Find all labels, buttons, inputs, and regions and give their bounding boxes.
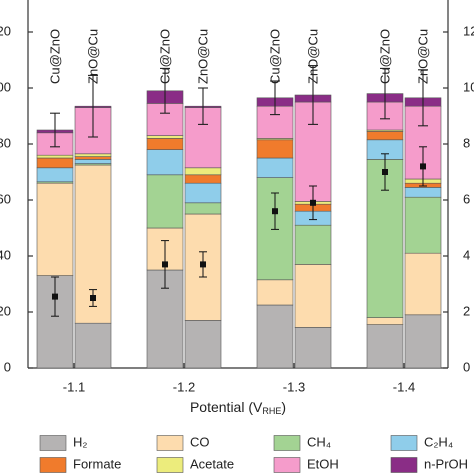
legend-swatch [39, 457, 67, 473]
bar-segment [256, 304, 294, 369]
y2-tick-label: 2 [463, 303, 470, 318]
y2-tick-label: 4 [463, 247, 470, 262]
x-axis-label: Potential (VRHE) [190, 399, 286, 417]
y-tick-label: 0 [4, 359, 11, 374]
bar-segment [256, 139, 294, 159]
error-bar [88, 74, 98, 138]
legend-swatch [273, 435, 301, 451]
y-tick-label: 120 [0, 23, 11, 38]
error-bar [308, 65, 318, 125]
legend-swatch [390, 457, 418, 473]
bar-segment [74, 156, 112, 160]
bar-segment [184, 174, 222, 184]
scatter-point [310, 199, 316, 206]
scatter-point [200, 261, 206, 268]
legend-label: n-PrOH [424, 456, 468, 471]
error-bar [198, 87, 208, 125]
x-tick-label: -1.4 [393, 379, 415, 394]
bar-segment [366, 317, 404, 325]
bar-label: Cu@ZnO [267, 29, 282, 84]
bar-segment [74, 153, 112, 157]
x-tick-label: -1.1 [63, 379, 85, 394]
legend-label: CO [190, 434, 210, 449]
bar-segment [36, 157, 74, 169]
bar-segment [36, 167, 74, 183]
bar-label: Cu@ZnO [157, 29, 172, 84]
x-tick-label: -1.3 [283, 379, 305, 394]
bar-segment [294, 264, 332, 328]
y-tick-label: 60 [0, 191, 11, 206]
bar-segment [184, 320, 222, 369]
bar-segment [366, 324, 404, 369]
bar-label: Cu@ZnO [47, 29, 62, 84]
bar-label: ZnO@Cu [195, 29, 210, 84]
error-bar [50, 112, 60, 148]
bar-segment [366, 131, 404, 141]
error-bar [160, 67, 170, 114]
bar-segment [256, 279, 294, 306]
scatter-point [162, 261, 168, 268]
x-tick-label: -1.2 [173, 379, 195, 394]
bar-label: ZnO@Cu [305, 29, 320, 84]
bar-label: ZnO@Cu [85, 29, 100, 84]
y2-tick-label: 10 [463, 79, 474, 94]
y-tick-label: 80 [0, 135, 11, 150]
legend-swatch [156, 435, 184, 451]
legend-swatch [39, 435, 67, 451]
bar-segment [294, 327, 332, 369]
bar-segment [256, 157, 294, 178]
legend-label: C₂H₄ [424, 434, 453, 449]
bar-segment [184, 202, 222, 215]
bar-segment [404, 196, 442, 254]
y-tick-label: 100 [0, 79, 11, 94]
bar-segment [184, 167, 222, 176]
bar-segment [404, 252, 442, 316]
y-tick-label: 40 [0, 247, 11, 262]
bar-segment [146, 174, 184, 229]
bar-segment [404, 314, 442, 369]
bar-segment [36, 182, 74, 276]
bar-segment [146, 149, 184, 176]
y2-tick-label: 6 [463, 191, 470, 206]
scatter-point [420, 163, 426, 170]
bar-segment [294, 224, 332, 265]
bar-segment [184, 182, 222, 204]
bar-segment [146, 135, 184, 139]
bar-segment [404, 187, 442, 198]
error-bar [418, 69, 428, 127]
scatter-point [382, 169, 388, 175]
bar-segment [74, 159, 112, 164]
legend-label: CH₄ [307, 434, 331, 449]
y2-tick-label: 12 [463, 23, 474, 38]
bar-label: ZnO@Cu [415, 29, 430, 84]
legend-label: Formate [73, 456, 121, 471]
bar-segment [36, 275, 74, 369]
legend-label: H₂ [73, 434, 87, 449]
legend-swatch [273, 457, 301, 473]
y2-tick-label: 8 [463, 135, 470, 150]
bar-segment [146, 138, 184, 150]
error-bar [270, 80, 280, 116]
y2-tick-label: 0 [463, 359, 470, 374]
scatter-point [52, 293, 58, 300]
scatter-point [90, 295, 96, 301]
scatter-point [272, 208, 278, 215]
legend-label: EtOH [307, 456, 339, 471]
error-bar [380, 67, 390, 120]
bar-label: Cu@ZnO [377, 29, 392, 84]
legend-swatch [156, 457, 184, 473]
legend-label: Acetate [190, 456, 234, 471]
bar-segment [74, 322, 112, 369]
bar-segment [36, 154, 74, 159]
legend-swatch [390, 435, 418, 451]
y-tick-label: 20 [0, 303, 11, 318]
